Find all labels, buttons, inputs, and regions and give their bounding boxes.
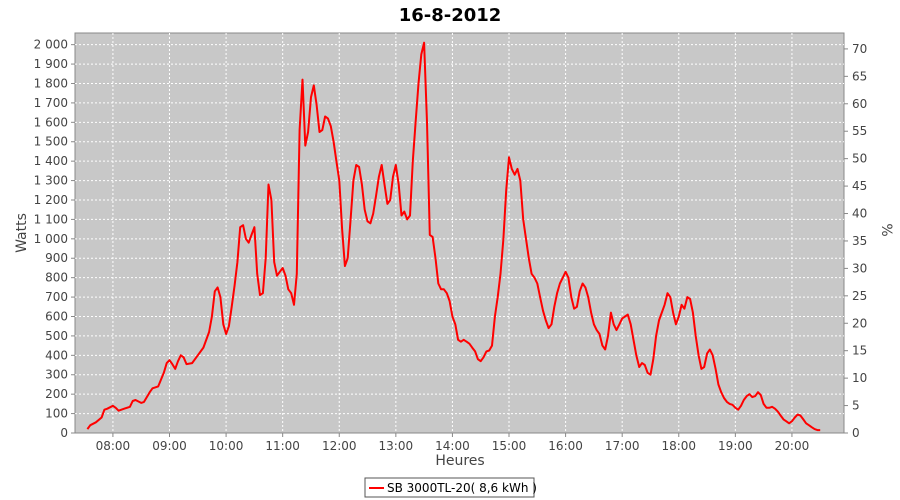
y2-tick-label: 55: [852, 124, 867, 138]
y-tick-label: 1 500: [34, 135, 68, 149]
y2-tick-label: 10: [852, 371, 867, 385]
y2-tick-label: 40: [852, 207, 867, 221]
y-tick-label: 300: [45, 368, 68, 382]
x-tick-label: 11:00: [265, 439, 300, 453]
x-tick-label: 09:00: [152, 439, 187, 453]
y-tick-label: 1 200: [34, 193, 68, 207]
x-tick-label: 15:00: [492, 439, 527, 453]
y2-tick-label: 0: [852, 426, 860, 440]
y-axis-title: Watts: [14, 213, 30, 253]
y-tick-label: 1 000: [34, 232, 68, 246]
x-tick-label: 17:00: [605, 439, 640, 453]
y2-tick-label: 60: [852, 97, 867, 111]
chart-title: 16-8-2012: [399, 5, 502, 26]
x-tick-label: 19:00: [718, 439, 753, 453]
y-tick-label: 0: [60, 426, 68, 440]
y-tick-label: 900: [45, 251, 68, 265]
y-tick-label: 800: [45, 271, 68, 285]
y2-tick-label: 25: [852, 289, 867, 303]
y2-tick-label: 35: [852, 234, 867, 248]
y-tick-label: 200: [45, 387, 68, 401]
x-tick-label: 20:00: [775, 439, 810, 453]
y2-tick-label: 20: [852, 316, 867, 330]
y2-tick-label: 50: [852, 152, 867, 166]
y2-tick-label: 15: [852, 344, 867, 358]
x-tick-label: 14:00: [435, 439, 470, 453]
x-tick-label: 10:00: [209, 439, 244, 453]
x-axis: 08:00 09:00 10:00 11:00 12:00 13:00 14:00 15:00…: [96, 433, 810, 453]
y2-axis-title: %: [878, 223, 894, 236]
grid: [75, 33, 844, 433]
y-tick-label: 2 000: [34, 38, 68, 52]
y-tick-label: 1 300: [34, 174, 68, 188]
y-tick-label: 1 600: [34, 115, 68, 129]
y-tick-label: 400: [45, 348, 68, 362]
y2-tick-label: 45: [852, 179, 867, 193]
y-tick-label: 1 900: [34, 57, 68, 71]
y-tick-label: 500: [45, 329, 68, 343]
legend-label: SB 3000TL-20( 8,6 kWh ): [387, 481, 537, 495]
y-tick-label: 1 100: [34, 212, 68, 226]
y-tick-label: 100: [45, 407, 68, 421]
x-tick-label: 12:00: [322, 439, 357, 453]
y-tick-label: 1 700: [34, 96, 68, 110]
y-tick-label: 1 400: [34, 154, 68, 168]
y2-tick-label: 5: [852, 399, 860, 413]
y-tick-label: 1 800: [34, 76, 68, 90]
plot-area: [74, 32, 845, 434]
y-axis-left: 0 100 200 300 400 500 600 700 800 900 1 000 1 100 1 …: [34, 38, 75, 440]
x-tick-label: 08:00: [96, 439, 131, 453]
x-tick-label: 16:00: [548, 439, 583, 453]
y2-tick-label: 65: [852, 69, 867, 83]
y2-tick-label: 70: [852, 42, 867, 56]
series-layer: [86, 41, 821, 432]
y2-tick-label: 30: [852, 261, 867, 275]
y-tick-label: 700: [45, 290, 68, 304]
legend-box: [364, 477, 535, 498]
series-line: [86, 41, 821, 432]
x-tick-label: 13:00: [379, 439, 414, 453]
y-axis-right: 0 5 10 15 20 25 30 35 40 45 50 55 60 65 70: [844, 42, 867, 440]
y-tick-label: 600: [45, 309, 68, 323]
x-axis-title: Heures: [435, 453, 484, 469]
x-tick-label: 18:00: [661, 439, 696, 453]
legend: SB 3000TL-20( 8,6 kWh ): [364, 477, 537, 498]
